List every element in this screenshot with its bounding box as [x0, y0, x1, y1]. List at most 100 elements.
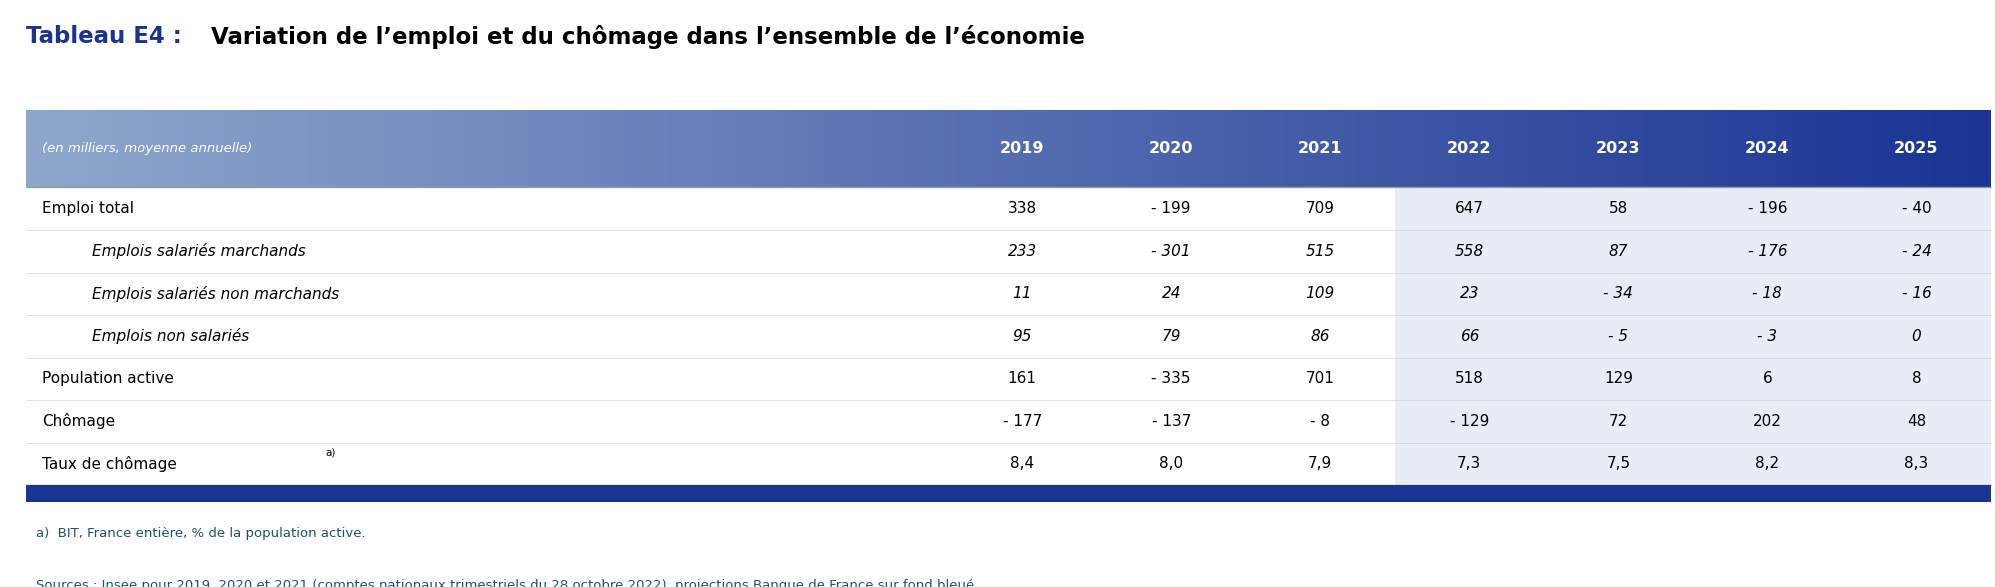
Bar	[970, 110, 976, 187]
Bar	[1690, 110, 1696, 187]
Text: 8: 8	[1911, 372, 1921, 386]
Text: 129: 129	[1604, 372, 1632, 386]
Bar	[1538, 110, 1546, 187]
Bar	[471, 110, 479, 187]
Text: 0: 0	[1911, 329, 1921, 344]
Bar	[1041, 110, 1047, 187]
Bar	[1383, 110, 1389, 187]
Bar	[1283, 110, 1291, 187]
Bar	[772, 110, 780, 187]
Bar	[1317, 110, 1323, 187]
Bar	[1644, 110, 1650, 187]
Bar	[734, 110, 740, 187]
Bar	[608, 110, 616, 187]
Bar	[459, 110, 465, 187]
Bar	[1001, 110, 1009, 187]
Text: 2024: 2024	[1746, 141, 1790, 156]
Bar	[1756, 110, 1762, 187]
Bar	[1211, 110, 1219, 187]
Bar	[976, 110, 984, 187]
Bar	[1357, 110, 1363, 187]
Bar	[255, 110, 261, 187]
Bar	[1440, 110, 1448, 187]
Bar	[1638, 110, 1644, 187]
Bar	[379, 110, 387, 187]
Bar	[1165, 110, 1173, 187]
Text: - 24: - 24	[1901, 244, 1931, 259]
Bar	[628, 110, 636, 187]
Bar	[1323, 110, 1331, 187]
Bar	[1782, 110, 1788, 187]
Bar	[249, 110, 255, 187]
Text: 7,3: 7,3	[1456, 457, 1482, 471]
Bar	[1965, 110, 1971, 187]
Bar	[1696, 110, 1704, 187]
Bar	[1311, 110, 1317, 187]
Bar	[333, 110, 341, 187]
Bar	[1867, 110, 1873, 187]
Bar	[58, 110, 66, 187]
Bar	[1153, 110, 1159, 187]
Bar	[1225, 110, 1231, 187]
Bar	[52, 110, 60, 187]
Bar	[1007, 110, 1015, 187]
Bar	[700, 110, 708, 187]
Bar	[964, 110, 970, 187]
Bar	[72, 110, 78, 187]
Bar	[1650, 110, 1658, 187]
Bar	[1093, 110, 1101, 187]
Bar	[433, 110, 439, 187]
Bar	[950, 110, 956, 187]
Bar	[668, 110, 674, 187]
Bar	[910, 110, 918, 187]
Bar	[399, 110, 407, 187]
Bar	[1558, 110, 1566, 187]
Bar	[367, 110, 373, 187]
Text: 338: 338	[1007, 201, 1037, 216]
Bar	[1474, 110, 1480, 187]
Bar	[714, 110, 720, 187]
Bar	[1847, 110, 1853, 187]
Bar	[1185, 110, 1193, 187]
Text: 72: 72	[1608, 414, 1628, 429]
Bar	[1428, 110, 1434, 187]
Bar	[1913, 110, 1919, 187]
Bar	[261, 110, 269, 187]
Bar	[864, 110, 872, 187]
Bar	[634, 110, 642, 187]
Bar	[347, 110, 353, 187]
Bar	[1219, 110, 1225, 187]
Bar	[215, 110, 223, 187]
Text: Chômage: Chômage	[42, 413, 116, 430]
Bar	[525, 110, 531, 187]
Text: 11: 11	[1011, 286, 1031, 301]
Bar	[184, 110, 190, 187]
Bar	[1127, 110, 1133, 187]
Bar	[1959, 110, 1965, 187]
Text: 24: 24	[1161, 286, 1181, 301]
Bar	[1879, 110, 1887, 187]
Text: 48: 48	[1907, 414, 1925, 429]
Text: 7,5: 7,5	[1606, 457, 1630, 471]
Text: 647: 647	[1454, 201, 1484, 216]
Bar	[1839, 110, 1847, 187]
Bar	[1343, 110, 1349, 187]
Bar	[543, 110, 551, 187]
Bar	[890, 110, 898, 187]
Bar	[1676, 110, 1684, 187]
Bar	[1015, 110, 1021, 187]
Bar	[92, 110, 98, 187]
Bar	[1951, 110, 1959, 187]
Text: Emplois salariés marchands: Emplois salariés marchands	[92, 243, 305, 259]
Bar	[1730, 110, 1736, 187]
Bar	[1788, 110, 1796, 187]
Bar	[752, 110, 760, 187]
Bar	[517, 110, 525, 187]
Bar	[313, 110, 321, 187]
Bar	[1716, 110, 1724, 187]
Bar	[138, 110, 144, 187]
Bar	[1337, 110, 1343, 187]
Bar	[786, 110, 792, 187]
Bar	[223, 110, 229, 187]
Bar	[203, 110, 209, 187]
